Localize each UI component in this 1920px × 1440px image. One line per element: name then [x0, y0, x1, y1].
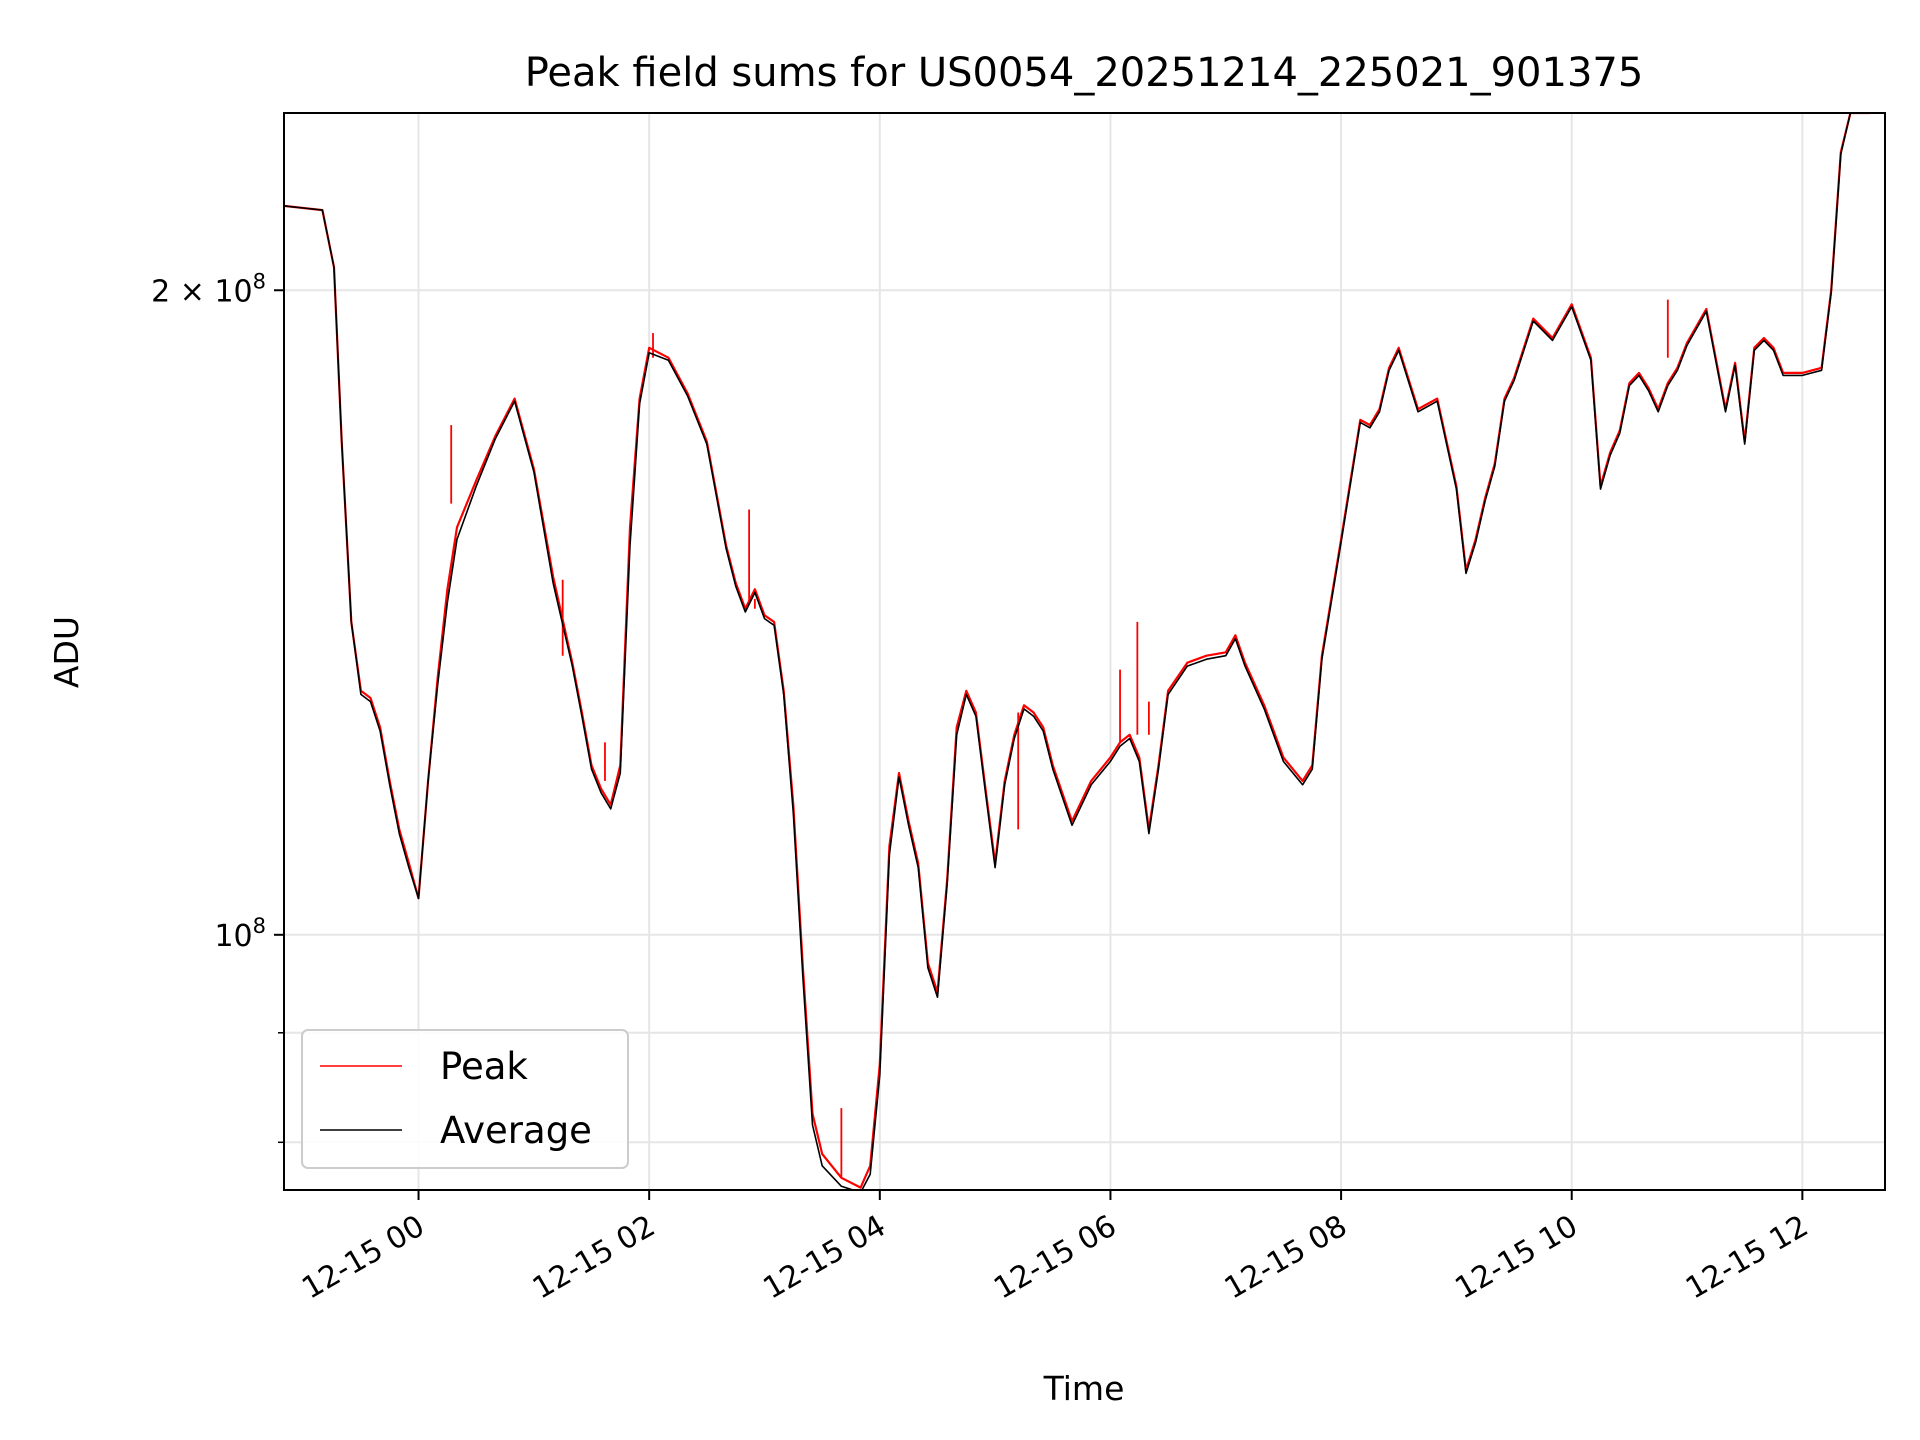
legend-label-peak: Peak: [440, 1045, 528, 1088]
y-tick-label: 108: [214, 914, 266, 954]
chart-title: Peak field sums for US0054_20251214_2250…: [525, 50, 1644, 96]
y-tick-label: 2 × 108: [151, 269, 266, 309]
x-axis-label: Time: [1043, 1369, 1125, 1408]
plot-frame: [283, 112, 1886, 1191]
y-axis-label: ADU: [47, 616, 86, 688]
legend-box: [301, 1029, 629, 1169]
legend: Peak Average: [301, 1029, 629, 1169]
legend-label-average: Average: [440, 1109, 592, 1152]
series-lines: [284, 113, 1870, 1190]
peak-spikes: [450, 299, 1669, 1178]
series-group: [284, 113, 1870, 1190]
series-line-average: [284, 113, 1870, 1190]
